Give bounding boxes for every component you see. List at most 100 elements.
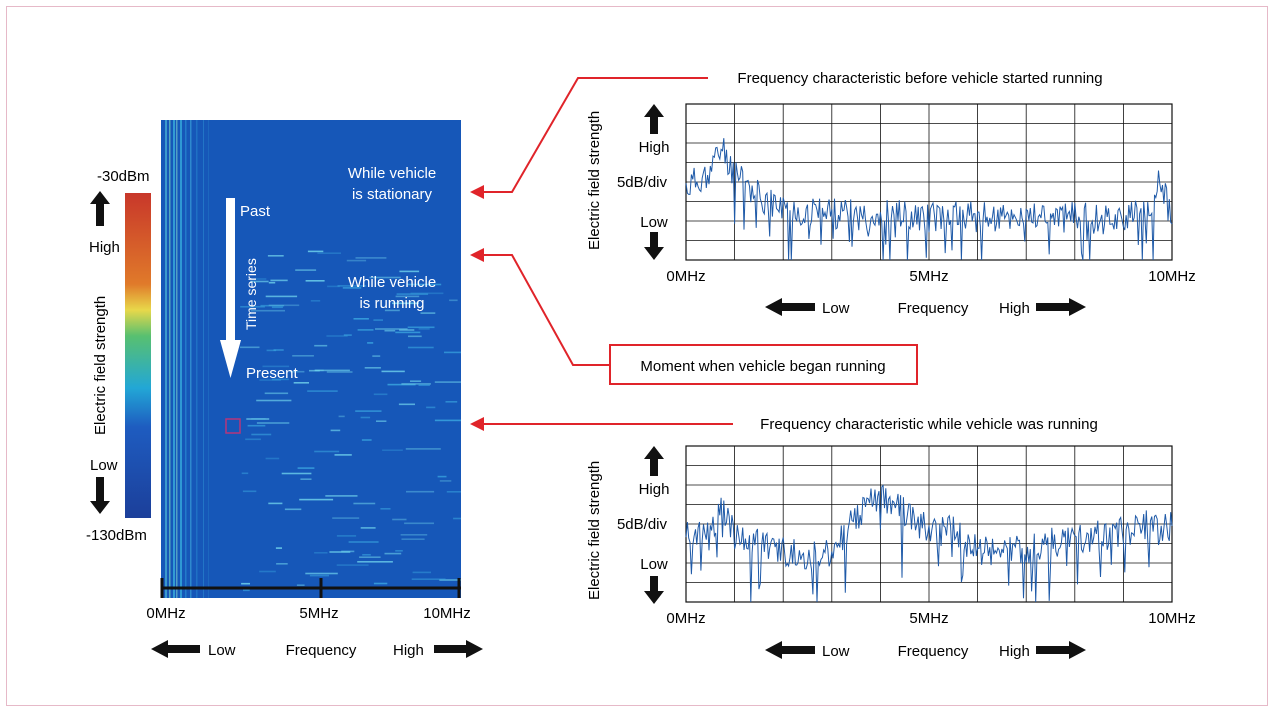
waterfall-horizontal-streak bbox=[359, 556, 381, 558]
waterfall-horizontal-streak bbox=[434, 381, 461, 383]
chart1-arrow-left-icon bbox=[765, 298, 815, 316]
waterfall-horizontal-streak bbox=[400, 534, 428, 536]
waterfall-vertical-streak bbox=[190, 120, 192, 598]
waterfall-horizontal-streak bbox=[250, 280, 269, 283]
waterfall-horizontal-streak bbox=[439, 480, 452, 482]
time-series-label: Time series bbox=[243, 258, 259, 330]
waterfall-horizontal-streak bbox=[336, 564, 369, 566]
waterfall-horizontal-streak bbox=[242, 490, 257, 493]
chart1-grid bbox=[685, 103, 1173, 261]
chart1-freq-label: Frequency bbox=[898, 300, 969, 317]
waterfall-horizontal-streak bbox=[299, 498, 334, 501]
waterfall-horizontal-streak bbox=[376, 420, 387, 422]
waterfall-horizontal-streak bbox=[353, 502, 376, 505]
waterfall-horizontal-streak bbox=[360, 416, 371, 419]
waterfall-horizontal-streak bbox=[367, 342, 374, 344]
chart2-series-line bbox=[685, 484, 1173, 603]
waterfall-horizontal-streak bbox=[360, 527, 376, 529]
chart2-title: Frequency characteristic while vehicle w… bbox=[760, 416, 1098, 433]
chart1-y-high: High bbox=[639, 139, 670, 156]
waterfall-horizontal-streak bbox=[336, 535, 357, 537]
chart2-y-low: Low bbox=[640, 556, 668, 573]
chart1-arrow-up-icon bbox=[644, 104, 664, 134]
waterfall-horizontal-streak bbox=[284, 508, 302, 511]
waterfall-horizontal-streak bbox=[342, 287, 362, 289]
waterfall-horizontal-streak bbox=[256, 399, 292, 402]
waterfall-horizontal-streak bbox=[418, 328, 430, 330]
waterfall-horizontal-streak bbox=[240, 306, 265, 308]
waterfall-horizontal-streak bbox=[246, 418, 270, 420]
waterfall-vertical-streak bbox=[176, 120, 178, 598]
waterfall-horizontal-streak bbox=[375, 328, 408, 330]
chart1-y-low: Low bbox=[640, 214, 668, 231]
waterfall-horizontal-streak bbox=[406, 490, 435, 493]
waterfall-horizontal-streak bbox=[426, 406, 436, 409]
running-label-line2: is running bbox=[359, 295, 424, 312]
chart2-ylabel: Electric field strength bbox=[586, 461, 603, 600]
waterfall-horizontal-streak bbox=[373, 393, 388, 396]
waterfall-horizontal-streak bbox=[264, 392, 289, 395]
waterfall-horizontal-streak bbox=[275, 547, 282, 549]
waterfall-freq-low: Low bbox=[208, 642, 236, 659]
waterfall-horizontal-streak bbox=[411, 578, 446, 580]
waterfall-horizontal-streak bbox=[265, 295, 298, 298]
callout-arrowhead-bottom bbox=[470, 417, 484, 431]
chart1-freq-low: Low bbox=[822, 300, 850, 317]
waterfall-horizontal-streak bbox=[325, 495, 358, 497]
waterfall-horizontal-streak bbox=[241, 472, 249, 475]
callout-arrows bbox=[470, 77, 918, 431]
waterfall-horizontal-streak bbox=[254, 278, 267, 280]
chart2-y-scale: 5dB/div bbox=[617, 516, 668, 533]
waterfall-horizontal-streak bbox=[384, 309, 400, 312]
waterfall-horizontal-streak bbox=[410, 380, 422, 382]
waterfall-horizontal-streak bbox=[334, 454, 352, 456]
waterfall-horizontal-streak bbox=[384, 552, 402, 555]
chart1-xtick-10: 10MHz bbox=[1148, 268, 1196, 285]
chart1-title: Frequency characteristic before vehicle … bbox=[737, 70, 1102, 87]
callout-arrow-middle bbox=[480, 254, 610, 366]
chart1-arrow-down-icon bbox=[644, 232, 664, 260]
waterfall-horizontal-streak bbox=[404, 522, 434, 525]
scale-axis-label: Electric field strength bbox=[92, 296, 109, 435]
waterfall-horizontal-streak bbox=[401, 538, 425, 540]
color-scale-bar bbox=[125, 193, 151, 518]
chart2-freq-label: Frequency bbox=[898, 643, 969, 660]
waterfall-vertical-streak bbox=[165, 120, 167, 598]
waterfall-horizontal-streak bbox=[407, 283, 442, 286]
waterfall-horizontal-streak bbox=[418, 384, 430, 386]
waterfall-horizontal-streak bbox=[305, 280, 325, 282]
time-arrow-icon bbox=[220, 198, 241, 378]
waterfall-horizontal-streak bbox=[343, 334, 352, 336]
callout-box bbox=[609, 344, 918, 385]
waterfall-horizontal-streak bbox=[295, 269, 317, 271]
scale-low-label: Low bbox=[90, 457, 118, 474]
time-present-label: Present bbox=[246, 365, 299, 382]
waterfall-horizontal-streak bbox=[268, 304, 300, 307]
waterfall-horizontal-streak bbox=[289, 370, 305, 373]
waterfall-horizontal-streak bbox=[273, 349, 284, 351]
waterfall-horizontal-streak bbox=[380, 508, 391, 510]
waterfall-horizontal-streak bbox=[268, 281, 276, 284]
waterfall-horizontal-streak bbox=[407, 326, 435, 329]
callout-arrow-top bbox=[480, 77, 708, 193]
waterfall-horizontal-streak bbox=[392, 518, 407, 521]
waterfall-horizontal-streak bbox=[439, 579, 461, 581]
waterfall-vertical-streak bbox=[169, 120, 171, 598]
waterfall-freq-label: Frequency bbox=[286, 642, 357, 659]
waterfall-horizontal-streak bbox=[437, 475, 447, 478]
waterfall-vertical-streak bbox=[180, 120, 182, 598]
chart1-arrow-right-icon bbox=[1036, 298, 1086, 316]
chart2-xtick-5: 5MHz bbox=[909, 610, 948, 627]
waterfall-horizontal-streak bbox=[453, 517, 461, 520]
waterfall-horizontal-streak bbox=[434, 419, 461, 422]
waterfall-horizontal-streak bbox=[369, 276, 401, 279]
chart2-xtick-10: 10MHz bbox=[1148, 610, 1196, 627]
waterfall-horizontal-streak bbox=[362, 554, 371, 556]
waterfall-horizontal-streak bbox=[240, 346, 260, 349]
waterfall-horizontal-streak bbox=[353, 318, 369, 320]
scale-bottom-label: -130dBm bbox=[86, 527, 147, 544]
waterfall-horizontal-streak bbox=[309, 369, 320, 372]
waterfall-horizontal-streak bbox=[307, 390, 338, 392]
waterfall-horizontal-streak bbox=[314, 552, 328, 554]
callout-label: Moment when vehicle began running bbox=[640, 358, 885, 375]
